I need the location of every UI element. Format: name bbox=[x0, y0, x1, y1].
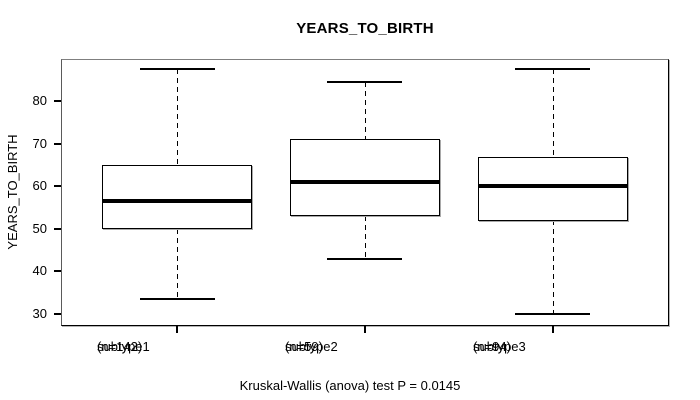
group-name: subtype3 bbox=[473, 339, 526, 354]
y-axis-tick bbox=[54, 270, 61, 272]
upper-whisker-cap bbox=[515, 68, 590, 70]
y-axis-tick bbox=[54, 143, 61, 145]
y-axis-tick bbox=[54, 313, 61, 315]
upper-whisker-line bbox=[365, 82, 366, 139]
y-axis-tick-label: 50 bbox=[32, 221, 47, 236]
x-axis-tick bbox=[552, 326, 554, 333]
x-axis-tick bbox=[364, 326, 366, 333]
chart-title: YEARS_TO_BIRTH bbox=[296, 20, 434, 37]
group-name: subtype1 bbox=[97, 339, 150, 354]
iqr-box bbox=[290, 139, 440, 216]
lower-whisker-cap bbox=[515, 313, 590, 315]
median-line bbox=[290, 180, 440, 184]
y-axis-tick-label: 70 bbox=[32, 136, 47, 151]
y-axis-tick-label: 30 bbox=[32, 306, 47, 321]
upper-whisker-cap bbox=[327, 81, 402, 83]
group-n-count: (n=94) bbox=[473, 339, 511, 354]
median-line bbox=[102, 199, 252, 203]
stat-test-caption: Kruskal-Wallis (anova) test P = 0.0145 bbox=[239, 378, 461, 393]
y-axis-tick bbox=[54, 185, 61, 187]
iqr-box bbox=[478, 157, 628, 221]
group-n-count: (n=59) bbox=[285, 339, 323, 354]
iqr-box bbox=[102, 165, 252, 229]
upper-whisker-line bbox=[553, 69, 554, 156]
lower-whisker-line bbox=[177, 229, 178, 299]
y-axis-tick-label: 60 bbox=[32, 178, 47, 193]
upper-whisker-line bbox=[177, 69, 178, 165]
group-name: subtype2 bbox=[285, 339, 338, 354]
lower-whisker-line bbox=[553, 220, 554, 314]
lower-whisker-cap bbox=[140, 298, 215, 300]
y-axis-tick bbox=[54, 228, 61, 230]
lower-whisker-cap bbox=[327, 258, 402, 260]
x-axis-tick bbox=[176, 326, 178, 333]
y-axis-tick-label: 80 bbox=[32, 93, 47, 108]
upper-whisker-cap bbox=[140, 68, 215, 70]
median-line bbox=[478, 184, 628, 188]
y-axis-tick bbox=[54, 100, 61, 102]
lower-whisker-line bbox=[365, 216, 366, 259]
group-n-count: (n=142) bbox=[97, 339, 143, 354]
y-axis-tick-label: 40 bbox=[32, 263, 47, 278]
